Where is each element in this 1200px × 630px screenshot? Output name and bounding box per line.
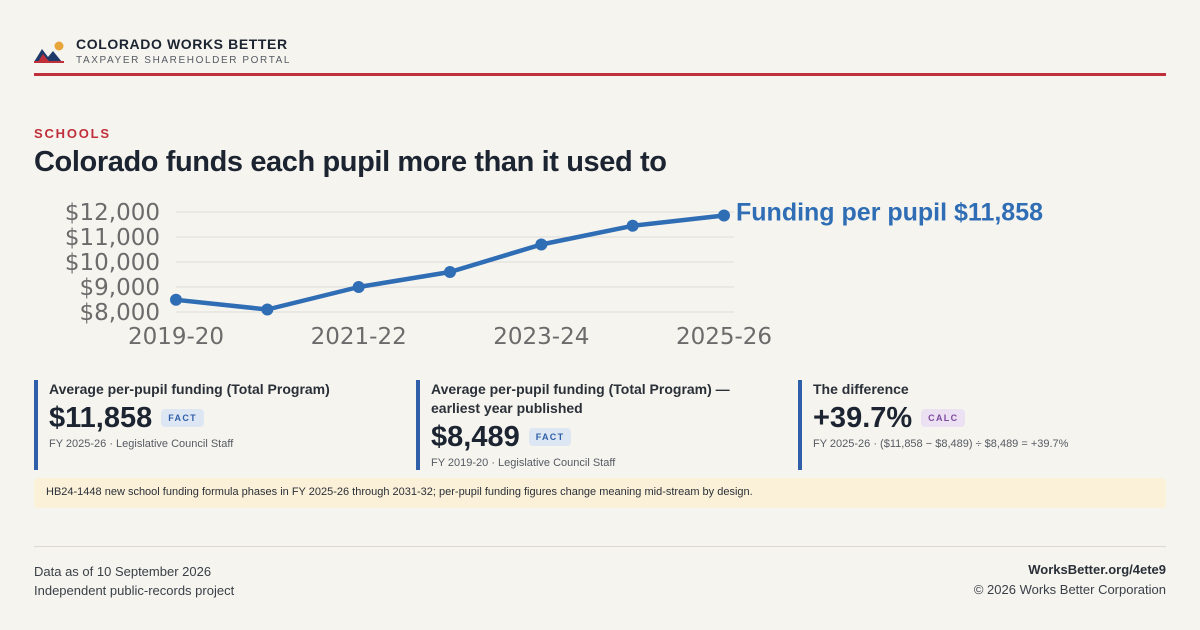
copyright: © 2026 Works Better Corporation — [973, 582, 1166, 597]
stat-card-difference: The difference +39.7% CALC FY 2025-26 · … — [798, 380, 1166, 470]
card-label: Average per-pupil funding (Total Program… — [431, 381, 730, 416]
footer-left: Data as of 10 September 2026 Independent… — [34, 562, 234, 600]
footer-divider — [34, 546, 1166, 547]
brand-name: COLORADO WORKS BETTER — [76, 36, 288, 52]
data-point — [535, 238, 548, 251]
mountain-logo-icon — [34, 41, 64, 63]
x-tick-label: 2021-22 — [311, 324, 407, 350]
footer-right: WorksBetter.org/4ete9 © 2026 Works Bette… — [974, 560, 1166, 600]
stat-cards: Average per-pupil funding (Total Program… — [34, 380, 1166, 470]
site-header: COLORADO WORKS BETTER TAXPAYER SHAREHOLD… — [34, 34, 1166, 76]
card-label: Average per-pupil funding (Total Program… — [49, 381, 330, 397]
y-tick-label: $9,000 — [80, 275, 160, 301]
card-value: $8,489 — [431, 421, 520, 453]
x-tick-label: 2019-20 — [128, 324, 224, 350]
data-point — [444, 266, 456, 278]
data-as-of: Data as of 10 September 2026 — [34, 564, 212, 579]
fact-badge: FACT — [161, 409, 204, 427]
x-tick-label: 2025-26 — [676, 324, 772, 350]
data-point — [352, 281, 365, 293]
card-source: FY 2025-26 · Legislative Council Staff — [49, 438, 234, 450]
card-source: FY 2019-20 · Legislative Council Staff — [431, 457, 616, 469]
card-value: $11,858 — [49, 402, 153, 434]
section-label: SCHOOLS — [34, 126, 111, 141]
fact-badge: FACT — [528, 428, 572, 446]
share-link[interactable]: WorksBetter.org/4ete9 — [1028, 562, 1166, 577]
brand-subtitle: TAXPAYER SHAREHOLDER PORTAL — [76, 55, 292, 66]
line-chart: $8,000$9,000$10,000$11,000$12,000 2019-2… — [65, 199, 1043, 350]
page-title: Colorado funds each pupil more than it u… — [34, 146, 667, 178]
calc-badge: CALC — [921, 409, 966, 427]
card-source: FY 2025-26 · ($11,858 − $8,489) ÷ $8,489… — [813, 438, 1069, 450]
data-point — [261, 303, 274, 316]
brand-block: COLORADO WORKS BETTER TAXPAYER SHAREHOLD… — [76, 36, 291, 66]
data-point — [718, 209, 730, 222]
stat-card-current: Average per-pupil funding (Total Program… — [34, 380, 404, 470]
data-point — [626, 219, 639, 232]
y-tick-label: $8,000 — [80, 300, 160, 326]
data-point — [170, 293, 182, 306]
series-end-label: Funding per pupil $11,858 — [736, 199, 1043, 227]
x-tick-label: 2023-24 — [493, 324, 589, 350]
stat-card-earliest: Average per-pupil funding (Total Program… — [416, 380, 776, 470]
project-description: Independent public-records project — [34, 583, 235, 598]
methodology-note: HB24-1448 new school funding formula pha… — [34, 478, 1166, 508]
y-tick-label: $11,000 — [65, 225, 160, 251]
y-tick-label: $12,000 — [65, 200, 160, 226]
y-tick-label: $10,000 — [65, 250, 160, 276]
card-value: +39.7% — [813, 402, 913, 434]
card-label: The difference — [813, 381, 909, 397]
